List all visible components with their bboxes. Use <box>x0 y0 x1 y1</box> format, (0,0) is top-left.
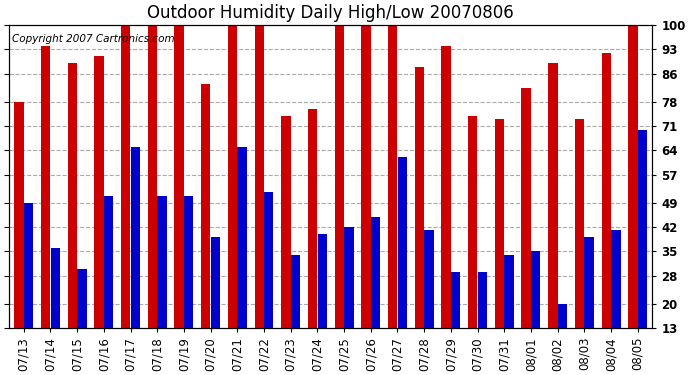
Bar <box>228 25 237 373</box>
Bar <box>397 158 407 373</box>
Bar <box>95 56 103 373</box>
Bar <box>558 304 567 373</box>
Bar <box>290 255 300 373</box>
Bar <box>201 84 210 373</box>
Bar <box>68 63 77 373</box>
Bar <box>629 25 638 373</box>
Bar <box>237 147 247 373</box>
Bar <box>442 46 451 373</box>
Bar <box>548 63 558 373</box>
Bar <box>415 67 424 373</box>
Bar <box>264 192 273 373</box>
Bar <box>24 202 33 373</box>
Bar <box>50 248 60 373</box>
Bar <box>575 119 584 373</box>
Bar <box>335 25 344 373</box>
Bar <box>121 25 130 373</box>
Bar <box>602 53 611 373</box>
Bar <box>77 269 86 373</box>
Bar <box>522 88 531 373</box>
Bar <box>255 25 264 373</box>
Bar <box>362 25 371 373</box>
Bar <box>424 231 433 373</box>
Bar <box>317 234 327 373</box>
Bar <box>175 25 184 373</box>
Bar <box>344 227 353 373</box>
Bar <box>41 46 50 373</box>
Bar <box>210 237 220 373</box>
Bar <box>308 109 317 373</box>
Bar <box>104 196 113 373</box>
Bar <box>184 196 193 373</box>
Bar <box>611 231 620 373</box>
Bar <box>504 255 514 373</box>
Bar <box>14 102 23 373</box>
Bar <box>371 216 380 373</box>
Bar <box>468 116 477 373</box>
Bar <box>531 251 540 373</box>
Bar <box>130 147 140 373</box>
Bar <box>638 129 647 373</box>
Text: Copyright 2007 Cartronics.com: Copyright 2007 Cartronics.com <box>12 34 175 44</box>
Bar <box>157 196 167 373</box>
Bar <box>584 237 594 373</box>
Title: Outdoor Humidity Daily High/Low 20070806: Outdoor Humidity Daily High/Low 20070806 <box>148 4 514 22</box>
Bar <box>477 272 487 373</box>
Bar <box>388 25 397 373</box>
Bar <box>495 119 504 373</box>
Bar <box>148 25 157 373</box>
Bar <box>282 116 290 373</box>
Bar <box>451 272 460 373</box>
